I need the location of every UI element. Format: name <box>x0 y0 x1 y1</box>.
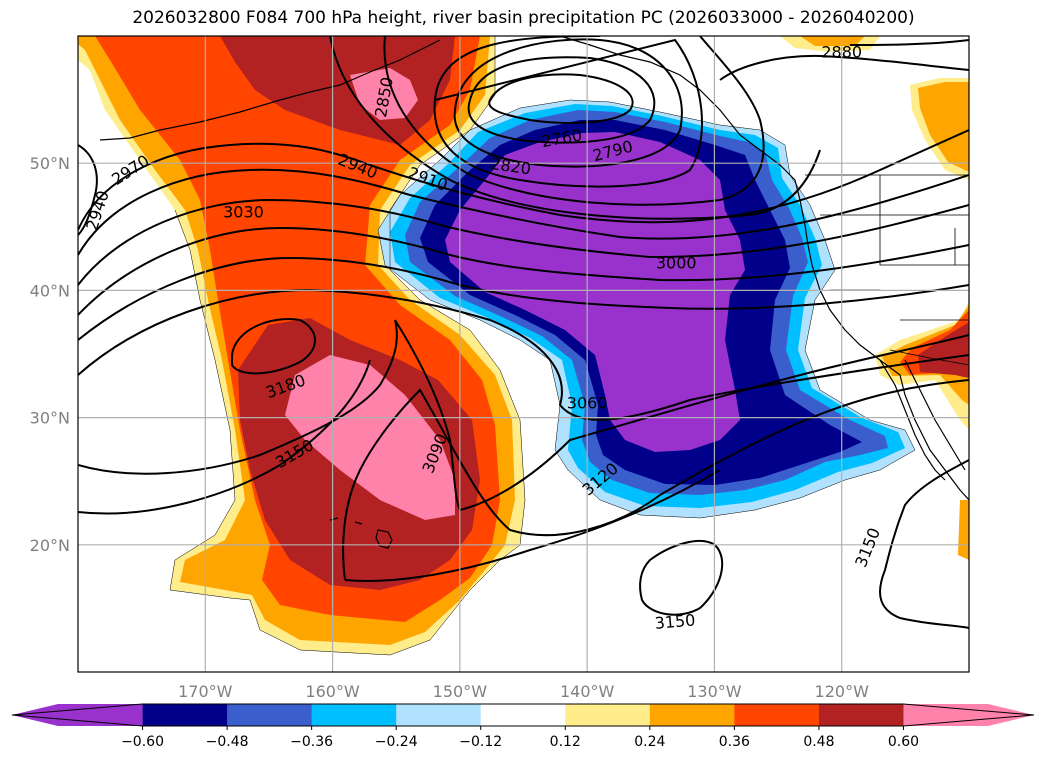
contour-label: 3000 <box>656 253 697 272</box>
colorbar-tick-label: −0.36 <box>290 734 333 750</box>
colorbar-swatch <box>396 704 482 726</box>
colorbar-swatch <box>12 704 143 726</box>
contour-line <box>342 379 969 581</box>
contour-line <box>329 36 821 220</box>
contour-label: 3150 <box>654 610 696 632</box>
positive-anomaly-field <box>78 36 969 655</box>
latitude-tick-labels: 20°N 30°N 40°N 50°N <box>30 154 70 555</box>
colorbar-swatch <box>734 704 820 726</box>
longitude-tick-labels: 170°W 160°W 150°W 140°W 130°W 120°W <box>178 682 869 701</box>
contour-line <box>231 318 316 375</box>
contour-line <box>879 459 969 629</box>
contour-line <box>78 319 969 512</box>
contour-line <box>383 36 765 206</box>
lon-tick-label: 120°W <box>815 682 870 701</box>
lon-tick-label: 150°W <box>433 682 488 701</box>
contour-label: 3030 <box>223 203 264 222</box>
contour-line <box>344 469 721 582</box>
basin-outline <box>78 36 916 656</box>
colorbar-tick-label: −0.60 <box>121 734 164 750</box>
anomaly-fill-0.60 <box>285 355 455 520</box>
lon-tick-label: 130°W <box>687 682 742 701</box>
us-mexico-border <box>889 349 969 366</box>
colorbar: −0.60 −0.48 −0.36 −0.24 −0.12 0.12 0.24 0.36 0.4… <box>11 703 1035 750</box>
colorbar-swatch <box>227 704 313 726</box>
contour-line <box>78 256 969 341</box>
plot-frame <box>77 35 970 673</box>
gulf-of-california-east <box>904 359 966 471</box>
colorbar-tick-label: −0.48 <box>206 734 249 750</box>
chart-title: 2026032800 F084 700 hPa height, river ba… <box>132 8 915 28</box>
baja-california <box>879 359 946 481</box>
contour-line <box>78 198 969 286</box>
contour-line <box>467 56 656 144</box>
colorbar-swatch <box>142 704 228 726</box>
colorbar-swatch <box>649 704 735 726</box>
anomaly-fill-0.48 <box>918 322 969 378</box>
colorbar-swatch <box>903 704 1034 726</box>
anomaly-fill-0.24 <box>800 36 865 46</box>
alaska-aleutians <box>99 39 441 141</box>
contour-line <box>488 73 634 124</box>
lon-tick-label: 140°W <box>560 682 615 701</box>
hawaii-islands <box>329 517 393 549</box>
contour-label: 3060 <box>567 393 608 412</box>
lat-tick-label: 40°N <box>30 281 70 300</box>
contour-line <box>639 540 724 616</box>
colorbar-tick-label: 0.48 <box>803 734 834 750</box>
coastlines <box>99 36 969 549</box>
gridlines <box>78 36 969 672</box>
contour-line <box>849 39 969 46</box>
colorbar-tick-label: −0.24 <box>375 734 418 750</box>
contour-line <box>453 38 683 168</box>
anomaly-fill--0.60 <box>445 132 745 452</box>
contour-line <box>78 359 371 515</box>
lat-tick-label: 30°N <box>30 409 70 428</box>
colorbar-tick-label: 0.24 <box>634 734 665 750</box>
height-contours <box>78 36 969 629</box>
colorbar-swatch <box>818 704 904 726</box>
contour-line <box>719 54 969 81</box>
colorbar-swatch <box>565 704 651 726</box>
anomaly-outline <box>377 99 916 519</box>
north-america-west-coast <box>559 36 969 501</box>
lat-tick-label: 20°N <box>30 536 70 555</box>
contour-line <box>78 144 98 236</box>
colorbar-tick-label: 0.60 <box>888 734 919 750</box>
colorbar-tick-label: −0.12 <box>459 734 502 750</box>
lat-tick-label: 50°N <box>30 154 70 173</box>
anomaly-fill-0.24 <box>918 82 969 172</box>
contour-line <box>78 168 969 256</box>
contour-label: 2880 <box>821 42 862 61</box>
lon-tick-label: 170°W <box>178 682 233 701</box>
contour-line <box>78 226 969 316</box>
colorbar-tick-label: 0.36 <box>719 734 750 750</box>
colorbar-tick-label: 0.12 <box>550 734 581 750</box>
lon-tick-label: 160°W <box>305 682 360 701</box>
colorbar-swatch <box>311 704 397 726</box>
contour-line <box>78 129 969 231</box>
colorbar-swatch <box>480 704 566 726</box>
negative-anomaly-field <box>378 100 915 518</box>
